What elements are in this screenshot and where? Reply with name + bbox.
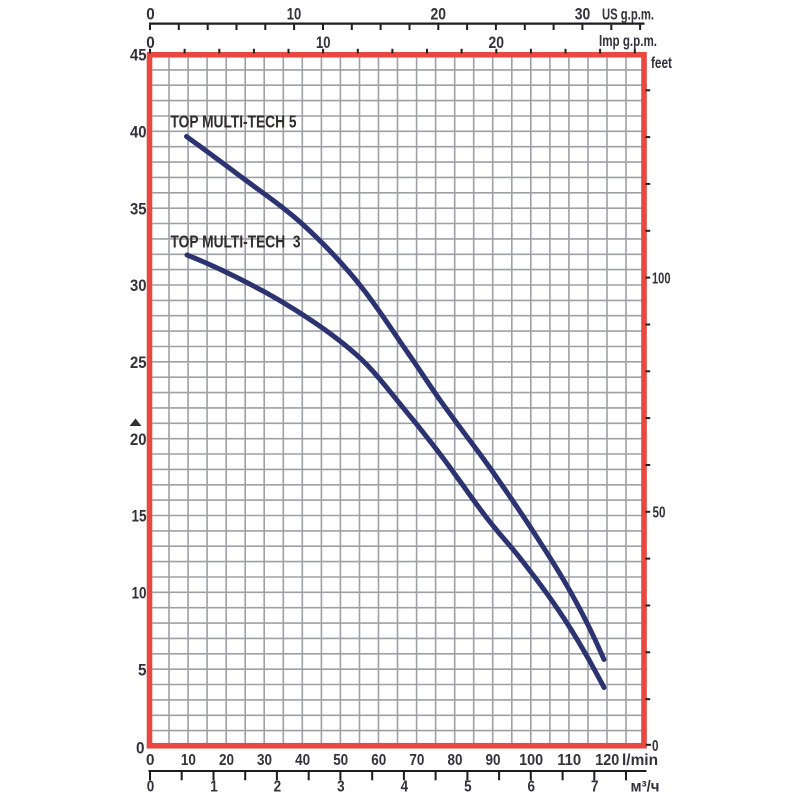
svg-text:10: 10 bbox=[287, 6, 302, 24]
svg-text:60: 60 bbox=[371, 752, 386, 769]
svg-text:10: 10 bbox=[316, 34, 331, 52]
svg-text:100: 100 bbox=[652, 271, 671, 288]
svg-text:40: 40 bbox=[130, 124, 147, 142]
svg-text:15: 15 bbox=[132, 508, 147, 526]
svg-text:Imp g.p.m.: Imp g.p.m. bbox=[599, 33, 657, 50]
svg-text:30: 30 bbox=[130, 277, 147, 295]
svg-text:0: 0 bbox=[147, 779, 155, 796]
svg-text:10: 10 bbox=[181, 752, 196, 769]
svg-text:l/min: l/min bbox=[622, 752, 658, 769]
svg-text:0: 0 bbox=[652, 738, 659, 755]
svg-text:м³/ч: м³/ч bbox=[631, 779, 660, 796]
svg-text:35: 35 bbox=[130, 200, 147, 218]
svg-text:25: 25 bbox=[130, 354, 147, 372]
svg-text:feet: feet bbox=[651, 55, 672, 72]
svg-text:90: 90 bbox=[486, 752, 501, 769]
svg-text:1: 1 bbox=[210, 779, 218, 796]
svg-text:50: 50 bbox=[653, 505, 666, 522]
svg-text:50: 50 bbox=[333, 752, 348, 769]
svg-text:0: 0 bbox=[146, 6, 155, 24]
svg-text:20: 20 bbox=[219, 752, 234, 769]
svg-text:3: 3 bbox=[337, 779, 345, 796]
svg-text:6: 6 bbox=[528, 779, 536, 796]
svg-text:TOP MULTI-TECH 5: TOP MULTI-TECH 5 bbox=[171, 112, 297, 132]
svg-text:120: 120 bbox=[595, 752, 619, 769]
svg-text:20: 20 bbox=[431, 6, 447, 24]
svg-text:5: 5 bbox=[464, 779, 472, 796]
svg-text:2: 2 bbox=[274, 779, 282, 796]
svg-text:20: 20 bbox=[489, 34, 505, 52]
svg-text:10: 10 bbox=[132, 585, 147, 603]
svg-text:110: 110 bbox=[557, 752, 581, 769]
svg-text:40: 40 bbox=[295, 752, 310, 769]
svg-text:100: 100 bbox=[519, 752, 543, 769]
svg-text:4: 4 bbox=[401, 779, 409, 796]
svg-text:TOP MULTI-TECH 3: TOP MULTI-TECH 3 bbox=[171, 232, 301, 252]
svg-text:7: 7 bbox=[591, 779, 599, 796]
svg-text:45: 45 bbox=[130, 47, 147, 65]
svg-text:70: 70 bbox=[409, 752, 424, 769]
svg-text:US g.p.m.: US g.p.m. bbox=[602, 7, 654, 24]
svg-text:0: 0 bbox=[146, 34, 155, 52]
svg-text:5: 5 bbox=[138, 661, 147, 679]
svg-text:20: 20 bbox=[130, 431, 147, 449]
svg-text:0: 0 bbox=[136, 740, 145, 758]
svg-text:30: 30 bbox=[257, 752, 272, 769]
svg-text:0: 0 bbox=[146, 752, 155, 769]
svg-text:30: 30 bbox=[575, 6, 591, 24]
svg-text:80: 80 bbox=[448, 752, 463, 769]
